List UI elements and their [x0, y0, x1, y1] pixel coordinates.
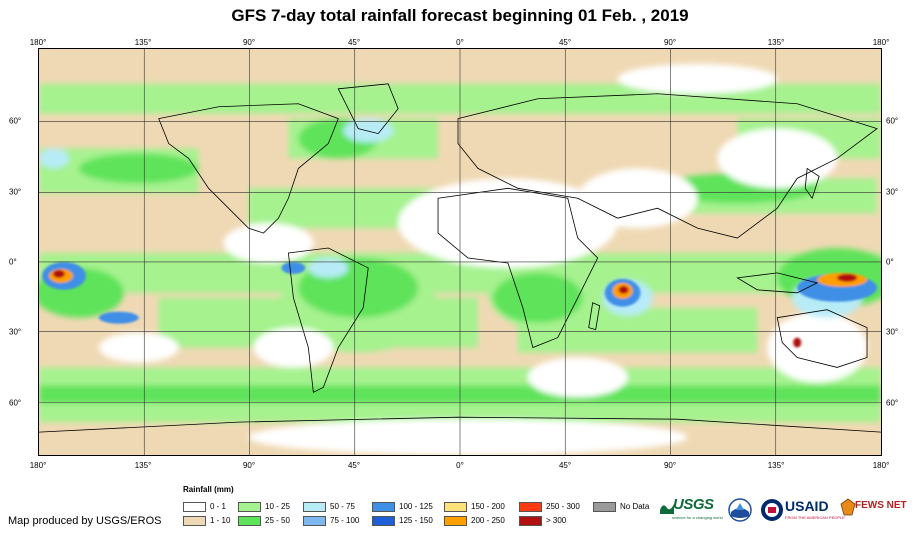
lon-tick-top: 135° — [134, 38, 152, 47]
lat-tick-left: 0° — [9, 257, 17, 267]
lat-tick-right: 60° — [886, 116, 899, 126]
africa-outline — [437, 187, 599, 349]
legend-swatch — [519, 502, 542, 512]
legend-label: No Data — [620, 502, 650, 511]
eurasia-outline — [457, 93, 878, 239]
legend-label: 10 - 25 — [265, 502, 290, 511]
usaid-tagline: FROM THE AMERICAN PEOPLE — [785, 515, 845, 520]
legend-swatch — [183, 516, 206, 526]
lat-tick-left: 30° — [9, 327, 22, 337]
legend-swatch — [238, 502, 261, 512]
south-america-outline — [287, 247, 369, 393]
lon-tick-top: 45° — [347, 38, 361, 47]
legend-label: 150 - 200 — [471, 502, 505, 511]
lat-tick-left: 60° — [9, 116, 22, 126]
antarctica-outline — [39, 416, 881, 433]
lat-tick-left: 30° — [9, 187, 22, 197]
legend-swatch — [238, 516, 261, 526]
legend-swatch — [303, 502, 326, 512]
lon-tick-bottom: 180° — [872, 461, 890, 470]
rain-band-over-300 — [52, 269, 858, 348]
usgs-logo-text: USGS — [673, 496, 714, 513]
lat-tick-right: 30° — [886, 187, 899, 197]
legend-swatch — [303, 516, 326, 526]
lon-tick-bottom: 90° — [663, 461, 677, 470]
usaid-seal-icon — [761, 499, 783, 521]
usgs-tagline: science for a changing world — [672, 515, 723, 520]
legend-label: 75 - 100 — [330, 516, 360, 525]
lon-tick-top: 180° — [29, 38, 47, 47]
lon-tick-bottom: 135° — [134, 461, 152, 470]
lon-tick-top: 90° — [663, 38, 677, 47]
lon-tick-top: 135° — [767, 38, 785, 47]
legend-label: 250 - 300 — [546, 502, 580, 511]
legend-label: 200 - 250 — [471, 516, 505, 525]
north-america-outline — [158, 103, 339, 234]
madagascar-outline — [588, 302, 601, 331]
legend-title: Rainfall (mm) — [183, 485, 234, 494]
usgs-logo-icon — [660, 504, 674, 514]
lon-tick-bottom: 180° — [29, 461, 47, 470]
lon-tick-bottom: 135° — [767, 461, 785, 470]
legend-swatch — [444, 516, 467, 526]
lon-tick-bottom: 90° — [242, 461, 256, 470]
rainfall-heavy — [41, 261, 878, 348]
legend-swatch — [593, 502, 616, 512]
legend-label: 1 - 10 — [210, 516, 231, 525]
japan-outline — [804, 167, 820, 200]
legend-swatch — [372, 502, 395, 512]
rainfall-map-canvas — [39, 49, 881, 455]
rainfall-map — [38, 48, 882, 456]
lat-tick-right: 0° — [886, 257, 894, 267]
map-credit: Map produced by USGS/EROS — [8, 515, 162, 527]
lat-tick-left: 60° — [9, 398, 22, 408]
legend-label: 100 - 125 — [399, 502, 433, 511]
lon-tick-bottom: 45° — [558, 461, 572, 470]
legend-swatch — [519, 516, 542, 526]
legend-label: 0 - 1 — [210, 502, 227, 511]
indonesia-outline — [736, 272, 819, 294]
usaid-logo-text: USAID — [785, 498, 829, 514]
australia-outline — [776, 309, 868, 368]
legend-swatch — [444, 502, 467, 512]
legend-label: 125 - 150 — [399, 516, 433, 525]
lon-tick-top: 0° — [456, 38, 464, 47]
graticule — [39, 49, 881, 455]
fews-net-logo-icon — [840, 498, 856, 516]
lon-tick-bottom: 0° — [456, 461, 464, 470]
lon-tick-top: 45° — [558, 38, 572, 47]
coastlines — [39, 83, 881, 433]
lat-tick-right: 60° — [886, 398, 899, 408]
lat-tick-right: 30° — [886, 327, 899, 337]
lon-tick-bottom: 45° — [347, 461, 361, 470]
lon-tick-top: 90° — [242, 38, 256, 47]
legend-swatch — [183, 502, 206, 512]
map-title: GFS 7-day total rainfall forecast beginn… — [231, 6, 689, 25]
legend-label: 50 - 75 — [330, 502, 355, 511]
fews-net-logo-text: FEWS NET — [855, 500, 907, 511]
legend-label: > 300 — [546, 516, 567, 525]
noaa-logo-icon — [728, 498, 752, 522]
legend-label: 25 - 50 — [265, 516, 290, 525]
legend-swatch — [372, 516, 395, 526]
lon-tick-top: 180° — [872, 38, 890, 47]
